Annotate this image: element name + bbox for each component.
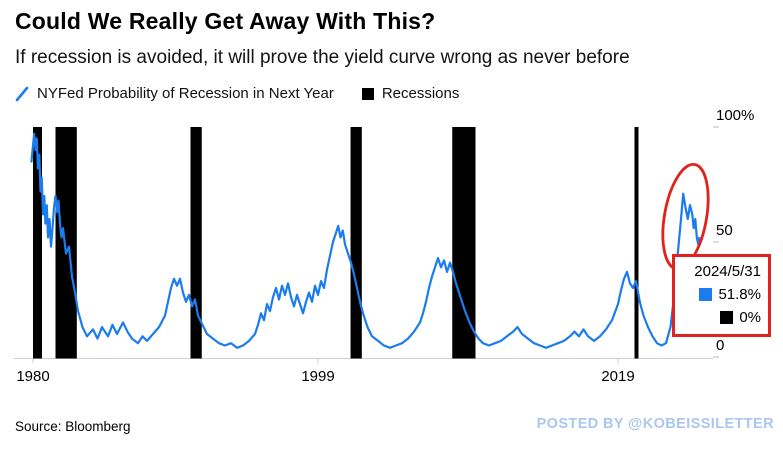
recession-bar	[55, 127, 77, 359]
tooltip-line-swatch	[699, 288, 713, 301]
y-tick-label: 50	[716, 222, 733, 239]
legend: NYFed Probability of Recession in Next Y…	[15, 85, 459, 102]
tooltip-recession-value: 0%	[739, 309, 761, 326]
tooltip-row-probability: 51.8%	[699, 284, 761, 305]
recession-bar	[33, 127, 42, 359]
tooltip-row-recession: 0%	[720, 307, 761, 328]
recession-probability-chart: 1980 1999 2019 100% 50 0	[14, 107, 754, 385]
legend-label-probability: NYFed Probability of Recession in Next Y…	[37, 85, 334, 102]
recession-bar	[190, 127, 202, 359]
legend-item-recessions: Recessions	[361, 85, 460, 102]
legend-label-recessions: Recessions	[381, 85, 460, 102]
recession-bar	[634, 127, 639, 359]
chart-area: 1980 1999 2019 100% 50 0 2024/5/31 51.8% 0%	[0, 100, 783, 400]
x-tick-label: 1999	[301, 368, 334, 385]
legend-item-probability: NYFed Probability of Recession in Next Y…	[15, 85, 334, 102]
tooltip-probability-value: 51.8%	[718, 286, 761, 303]
chart-subtitle: If recession is avoided, it will prove t…	[15, 47, 630, 68]
line-series-icon	[15, 86, 29, 101]
x-tick-label: 1980	[16, 368, 49, 385]
probability-line	[30, 132, 701, 349]
x-tick-label: 2019	[601, 368, 634, 385]
y-tick-label: 100%	[716, 107, 754, 124]
tooltip-box: 2024/5/31 51.8% 0%	[672, 254, 771, 337]
watermark: POSTED BY @KOBEISSILETTER	[536, 416, 774, 432]
y-tick-label: 0	[716, 337, 724, 354]
recession-bar	[452, 127, 476, 359]
tooltip-recession-swatch	[720, 311, 734, 324]
source-label: Source: Bloomberg	[15, 419, 131, 434]
tooltip-date: 2024/5/31	[694, 263, 761, 280]
recession-bar	[350, 127, 362, 359]
page-title: Could We Really Get Away With This?	[15, 8, 436, 34]
recession-swatch-icon	[361, 87, 374, 100]
